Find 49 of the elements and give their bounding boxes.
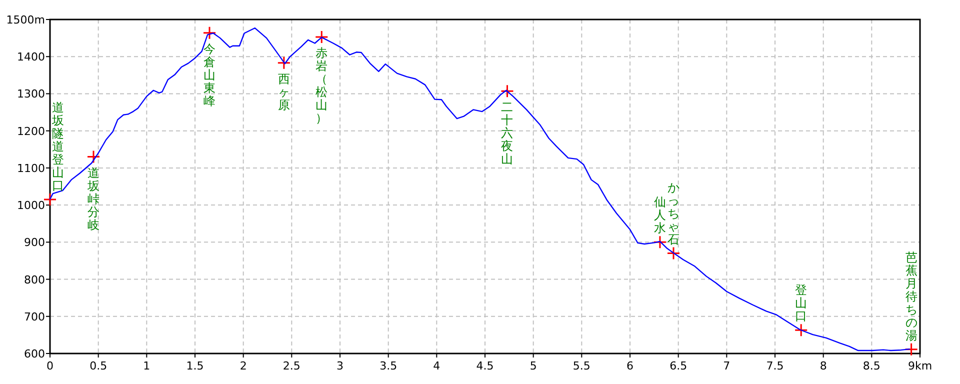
annotation: 道坂峠分岐 [88,166,100,232]
annotation: 今倉山東峰 [204,42,216,108]
x-tick-label: 0 [46,360,54,372]
point [500,84,514,98]
y-tick-label: 1100 [17,162,45,175]
y-tick-label: 900 [24,236,45,250]
x-tick-label: 5.5 [572,360,590,372]
annotation: 仙人水 [654,195,666,236]
y-tick-label: 1500m [6,14,45,26]
x-tick-label: 5 [530,360,537,372]
y-tick-label: 1300 [17,88,45,101]
x-tick-label: 6.5 [670,360,688,372]
x-tick-label: 4 [433,360,440,372]
point [794,323,808,337]
point [666,246,680,260]
x-tick-label: 1 [143,360,150,372]
x-tick-label: 2.5 [282,360,300,372]
point [202,26,216,40]
x-tick-label: 0.5 [90,360,108,372]
x-tick-label: 6 [626,360,634,372]
x-tick-label: 9km [908,360,932,372]
y-tick-label: 600 [24,348,45,360]
y-tick-label: 1400 [17,50,45,64]
x-tick-label: 3 [336,360,344,372]
x-tick-label: 8 [820,360,827,372]
annotation: 西ヶ原 [278,72,290,112]
point [43,192,57,206]
y-tick-label: 1200 [17,124,45,138]
x-tick-label: 4.5 [476,360,494,372]
annotation: 登山口 [795,283,808,324]
y-tick-label: 800 [24,273,45,286]
point [904,342,918,356]
point [653,235,667,249]
point [314,30,328,44]
x-tick-label: 7 [723,360,730,372]
annotation: 芭蕉月待ちの湯 [905,250,918,342]
annotation: 赤岩（松山） [316,46,328,125]
x-tick-label: 7.5 [766,360,784,372]
annotation: かっちゃ石 [668,180,680,246]
annotation: 二十六夜山 [501,100,514,166]
point [277,56,291,70]
x-tick-label: 1.5 [186,360,204,372]
point [86,150,100,164]
x-tick-label: 3.5 [380,360,398,372]
y-tick-label: 1000 [17,199,45,212]
annotation: 道坂隧道登山口 [52,100,64,192]
y-tick-label: 700 [24,310,45,324]
x-tick-label: 2 [240,360,247,372]
x-tick-label: 8.5 [862,360,880,372]
